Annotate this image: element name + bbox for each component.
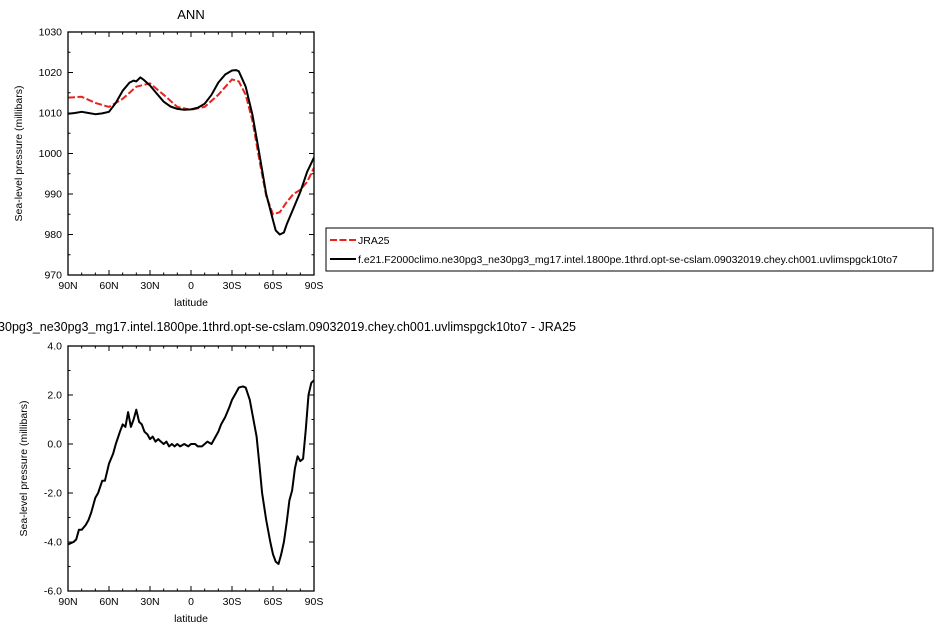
x-tick-label: 60N: [99, 280, 118, 292]
y-tick-label: 970: [44, 270, 62, 282]
top-panel-legend: JRA25 f.e21.F2000climo.ne30pg3_ne30pg3_mg…: [325, 227, 934, 272]
y-axis-label: Sea-level pressure (millibars): [18, 401, 30, 537]
legend-entry-label: f.e21.F2000climo.ne30pg3_ne30pg3_mg17.in…: [358, 254, 898, 266]
x-tick-label: 30N: [140, 280, 159, 292]
series-line-model: [68, 69, 314, 236]
x-tick-label: 30S: [223, 280, 242, 292]
series-line-difference: [68, 379, 314, 565]
y-tick-label: 1020: [39, 67, 63, 79]
chart-title: ANN: [177, 7, 204, 22]
y-tick-label: 1030: [39, 27, 63, 39]
y-tick-label: 1000: [39, 148, 63, 160]
plot-frame: [67, 31, 315, 276]
x-tick-label: 30N: [140, 596, 159, 608]
top-panel-ann: ANN 90N 60N 30N 0 30S 60S 90S 970 980 990 1000 1010 1…: [13, 7, 323, 309]
y-tick-label: 2.0: [47, 390, 62, 402]
x-tick-label: 90S: [305, 596, 324, 608]
x-tick-label: 90N: [58, 280, 77, 292]
x-tick-label: 60S: [264, 596, 283, 608]
x-axis-label: latitude: [174, 297, 208, 309]
x-axis-label: latitude: [174, 613, 208, 625]
y-tick-label: 0.0: [47, 439, 62, 451]
y-tick-label: 980: [44, 229, 62, 241]
y-axis-label: Sea-level pressure (millibars): [13, 86, 25, 222]
y-tick-label: -2.0: [44, 488, 62, 500]
y-tick-label: -4.0: [44, 537, 62, 549]
x-tick-label: 90S: [305, 280, 324, 292]
x-tick-label: 0: [188, 596, 194, 608]
legend-box: [325, 227, 934, 272]
x-tick-label: 30S: [223, 596, 242, 608]
bottom-panel-difference: f.e21.F2000climo.ne30pg3_ne30pg3_mg17.in…: [0, 320, 576, 625]
y-tick-label: 1010: [39, 108, 63, 120]
y-tick-label: 4.0: [47, 341, 62, 353]
y-tick-label: -6.0: [44, 586, 62, 598]
plot-frame: [67, 345, 315, 592]
legend-entry-label: JRA25: [358, 235, 390, 247]
y-tick-label: 990: [44, 189, 62, 201]
x-tick-label: 60N: [99, 596, 118, 608]
chart-title: f.e21.F2000climo.ne30pg3_ne30pg3_mg17.in…: [0, 320, 576, 334]
x-tick-label: 0: [188, 280, 194, 292]
x-tick-label: 60S: [264, 280, 283, 292]
series-line-jra25: [68, 78, 314, 216]
x-tick-label: 90N: [58, 596, 77, 608]
